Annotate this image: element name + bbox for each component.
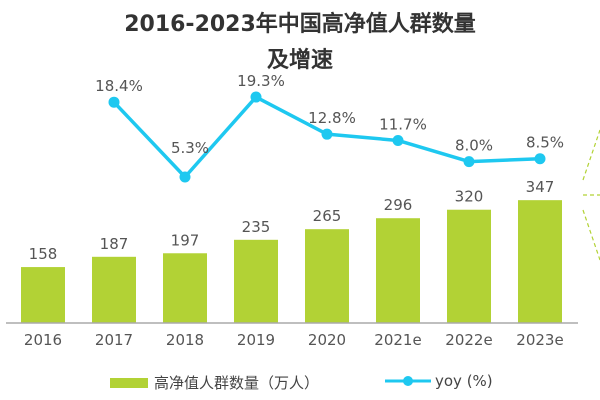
legend-item-bars: 高净值人群数量（万人） [110, 372, 319, 393]
bar-value-label: 320 [455, 188, 484, 206]
x-tick-label: 2016 [24, 331, 62, 349]
bar-2020 [305, 229, 349, 323]
bar-value-label: 296 [384, 196, 413, 214]
bar-2016 [21, 267, 65, 323]
yoy-value-label: 5.3% [171, 139, 209, 157]
legend-swatch-bars [110, 377, 148, 388]
bar-value-label: 158 [29, 245, 58, 263]
yoy-point-2022e [463, 156, 475, 168]
yoy-point-2021e [392, 134, 404, 146]
legend-item-line: yoy (%) [385, 372, 493, 390]
yoy-value-label: 18.4% [95, 77, 143, 95]
yoy-value-label: 8.0% [455, 137, 493, 155]
yoy-point-2023e [534, 153, 546, 165]
bar-value-label: 265 [313, 207, 342, 225]
chart-title: 2016-2023年中国高净值人群数量 [124, 12, 476, 37]
bar-value-label: 197 [171, 231, 200, 249]
bar-2021e [376, 218, 420, 323]
chart-title-line2: 及增速 [266, 48, 333, 73]
bar-2019 [234, 239, 278, 323]
x-tick-label: 2020 [308, 331, 346, 349]
yoy-value-label: 12.8% [308, 109, 356, 127]
x-tick-label: 2019 [237, 331, 275, 349]
x-tick-label: 2021e [374, 331, 421, 349]
yoy-value-label: 19.3% [237, 72, 285, 90]
bar-value-label: 187 [100, 235, 129, 253]
bar-2017 [92, 256, 136, 323]
legend-label-bars: 高净值人群数量（万人） [154, 374, 320, 392]
bar-value-label: 347 [526, 178, 555, 196]
legend-swatch-line [385, 376, 431, 386]
x-tick-label: 2018 [166, 331, 204, 349]
legend-label-line: yoy (%) [435, 372, 493, 390]
yoy-point-2019 [250, 91, 262, 103]
yoy-value-label: 11.7% [379, 115, 427, 133]
x-tick-label: 2017 [95, 331, 133, 349]
bar-2022e [447, 209, 491, 323]
yoy-point-2020 [321, 128, 333, 140]
yoy-point-2017 [108, 96, 120, 108]
yoy-value-label: 8.5% [526, 134, 564, 152]
decorative-dashed-line [582, 194, 600, 261]
bar-2023e [518, 200, 562, 323]
x-tick-label: 2022e [445, 331, 492, 349]
yoy-point-2018 [179, 171, 191, 183]
bar-value-label: 235 [242, 218, 271, 236]
bar-2018 [163, 253, 207, 323]
decorative-dashed-line [582, 129, 600, 181]
x-tick-label: 2023e [516, 331, 563, 349]
